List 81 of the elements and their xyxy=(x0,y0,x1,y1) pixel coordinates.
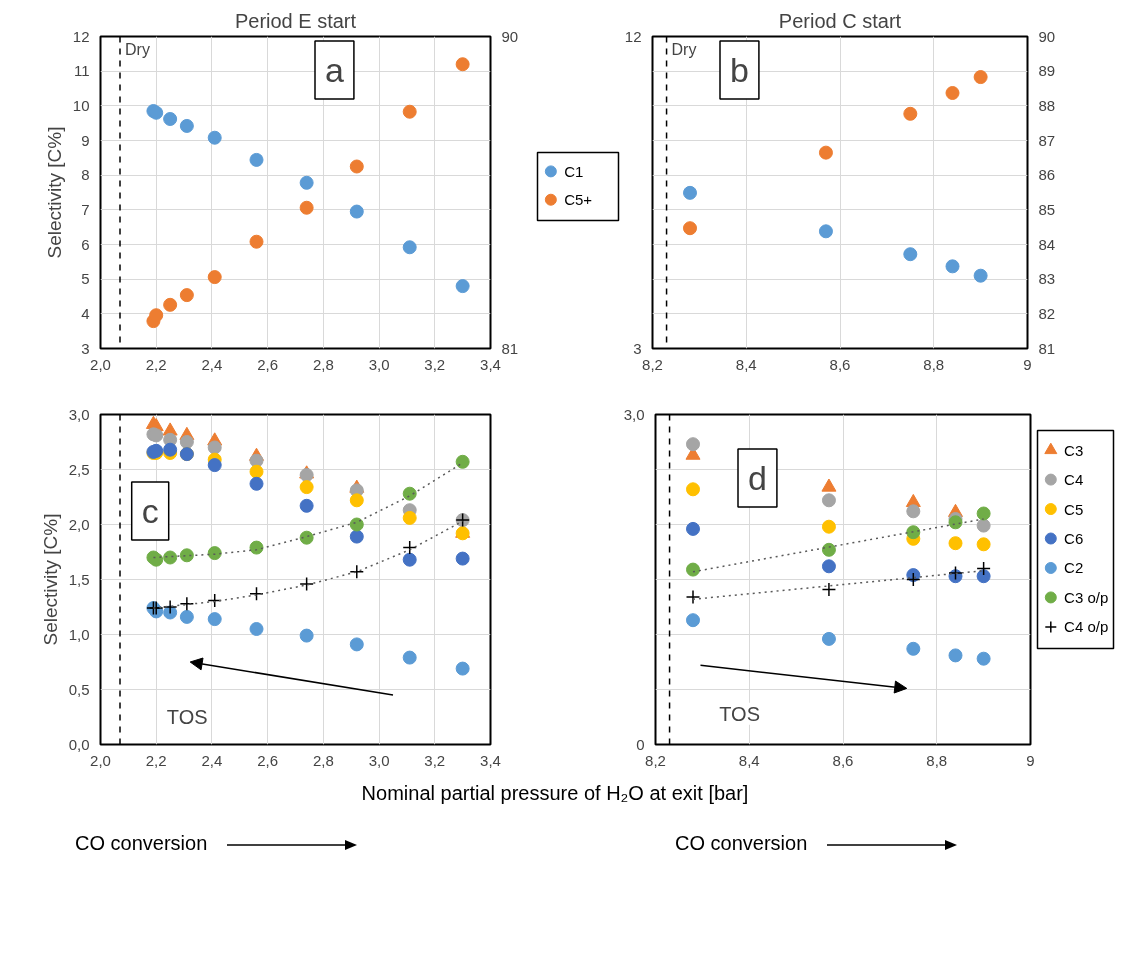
y-tick-label: 12 xyxy=(624,27,642,45)
y2-tick-label: 81 xyxy=(1038,339,1056,357)
x-tick-label: 8,2 xyxy=(645,751,666,769)
text: CO conversion xyxy=(74,831,209,856)
y-tick-label: 6 xyxy=(81,235,90,253)
x-tick-label: 8,2 xyxy=(642,355,663,373)
y2-tick-label: 84 xyxy=(1038,235,1056,253)
y-tick-label: 11 xyxy=(73,62,90,80)
x-tick-label: 8,4 xyxy=(735,355,757,373)
x-tick-label: 2,8 xyxy=(312,751,334,769)
x-tick-label: 9 xyxy=(1023,355,1032,373)
legend-label: C1 xyxy=(564,162,584,180)
y2-tick-label: 85 xyxy=(1038,200,1056,218)
x-tick-label: 8,8 xyxy=(926,751,948,769)
y-tick-label: 0,5 xyxy=(68,680,90,698)
x-tick-label: 2,4 xyxy=(201,355,223,373)
x-tick-label: 8,8 xyxy=(923,355,945,373)
legend-label: C3 xyxy=(1064,441,1084,459)
y-axis-title: Selectivity [C%] xyxy=(39,513,61,646)
x-tick-label: 3,4 xyxy=(480,355,501,373)
y2-tick-label: 86 xyxy=(1038,166,1056,184)
ref-line-label: Dry xyxy=(125,40,150,58)
y2-tick-label: 88 xyxy=(1038,96,1056,114)
annotation: c xyxy=(141,491,159,530)
x-tick-label: 2,6 xyxy=(257,751,279,769)
x-tick-label: 2,8 xyxy=(312,355,334,373)
y2-tick-label: 81 xyxy=(501,339,519,357)
y2-tick-label: 90 xyxy=(501,27,519,45)
y-tick-label: 1,0 xyxy=(68,625,90,643)
y-axis-title: Selectivity [C%] xyxy=(43,126,65,259)
y2-tick-label: 90 xyxy=(1038,27,1056,45)
annotation: b xyxy=(730,50,749,89)
y-tick-label: 12 xyxy=(72,27,90,45)
y2-tick-label: 82 xyxy=(1038,304,1056,322)
x-tick-label: 3,0 xyxy=(368,751,390,769)
y2-tick-label: 87 xyxy=(1038,131,1056,149)
y-tick-label: 8 xyxy=(81,166,90,184)
legend-label: C4 xyxy=(1064,471,1084,489)
legend-label: C5+ xyxy=(564,191,593,209)
annotation: TOS xyxy=(719,702,761,725)
y-tick-label: 3,0 xyxy=(68,405,90,423)
y-tick-label: 1,5 xyxy=(68,570,90,588)
y-tick-label: 2,0 xyxy=(68,515,90,533)
y-tick-label: 10 xyxy=(72,96,90,114)
y-tick-label: 7 xyxy=(81,200,90,218)
x-tick-label: 8,6 xyxy=(832,751,854,769)
y-tick-label: 5 xyxy=(81,270,90,288)
annotation: a xyxy=(325,50,344,89)
x-tick-label: 3,2 xyxy=(424,751,446,769)
x-tick-label: 2,4 xyxy=(201,751,223,769)
y-tick-label: 0 xyxy=(636,735,645,753)
annotation: d xyxy=(748,458,767,497)
y-tick-label: 4 xyxy=(81,304,90,322)
y2-tick-label: 83 xyxy=(1038,270,1056,288)
x-tick-label: 3,4 xyxy=(480,751,501,769)
x-tick-label: 2,6 xyxy=(257,355,279,373)
ref-line-label: Dry xyxy=(671,40,697,58)
y-tick-label: 3 xyxy=(633,339,642,357)
y-tick-label: 9 xyxy=(81,131,90,149)
legend-label: C6 xyxy=(1064,530,1084,548)
legend-label: C5 xyxy=(1064,500,1084,518)
x-tick-label: 3,0 xyxy=(368,355,390,373)
y-tick-label: 0,0 xyxy=(68,735,90,753)
y-tick-label: 3 xyxy=(81,339,90,357)
y-tick-label: 2,5 xyxy=(68,460,90,478)
y2-tick-label: 89 xyxy=(1038,62,1056,80)
legend-label: C4 o/p xyxy=(1064,618,1109,636)
x-tick-label: 3,2 xyxy=(424,355,446,373)
chart-title: Period E start xyxy=(234,9,357,32)
y-tick-label: 3,0 xyxy=(623,405,645,423)
x-tick-label: 9 xyxy=(1026,751,1035,769)
x-axis-title: Nominal partial pressure of H₂O at exit [bar] xyxy=(360,781,750,806)
x-tick-label: 8,6 xyxy=(829,355,851,373)
x-tick-label: 2,2 xyxy=(145,751,167,769)
legend-label: C2 xyxy=(1064,559,1084,577)
annotation: TOS xyxy=(166,706,208,728)
legend-label: C3 o/p xyxy=(1064,588,1109,606)
x-tick-label: 8,4 xyxy=(738,751,760,769)
x-tick-label: 2,2 xyxy=(145,355,167,373)
chart-title: Period C start xyxy=(778,9,902,32)
text: CO conversion xyxy=(674,831,809,856)
